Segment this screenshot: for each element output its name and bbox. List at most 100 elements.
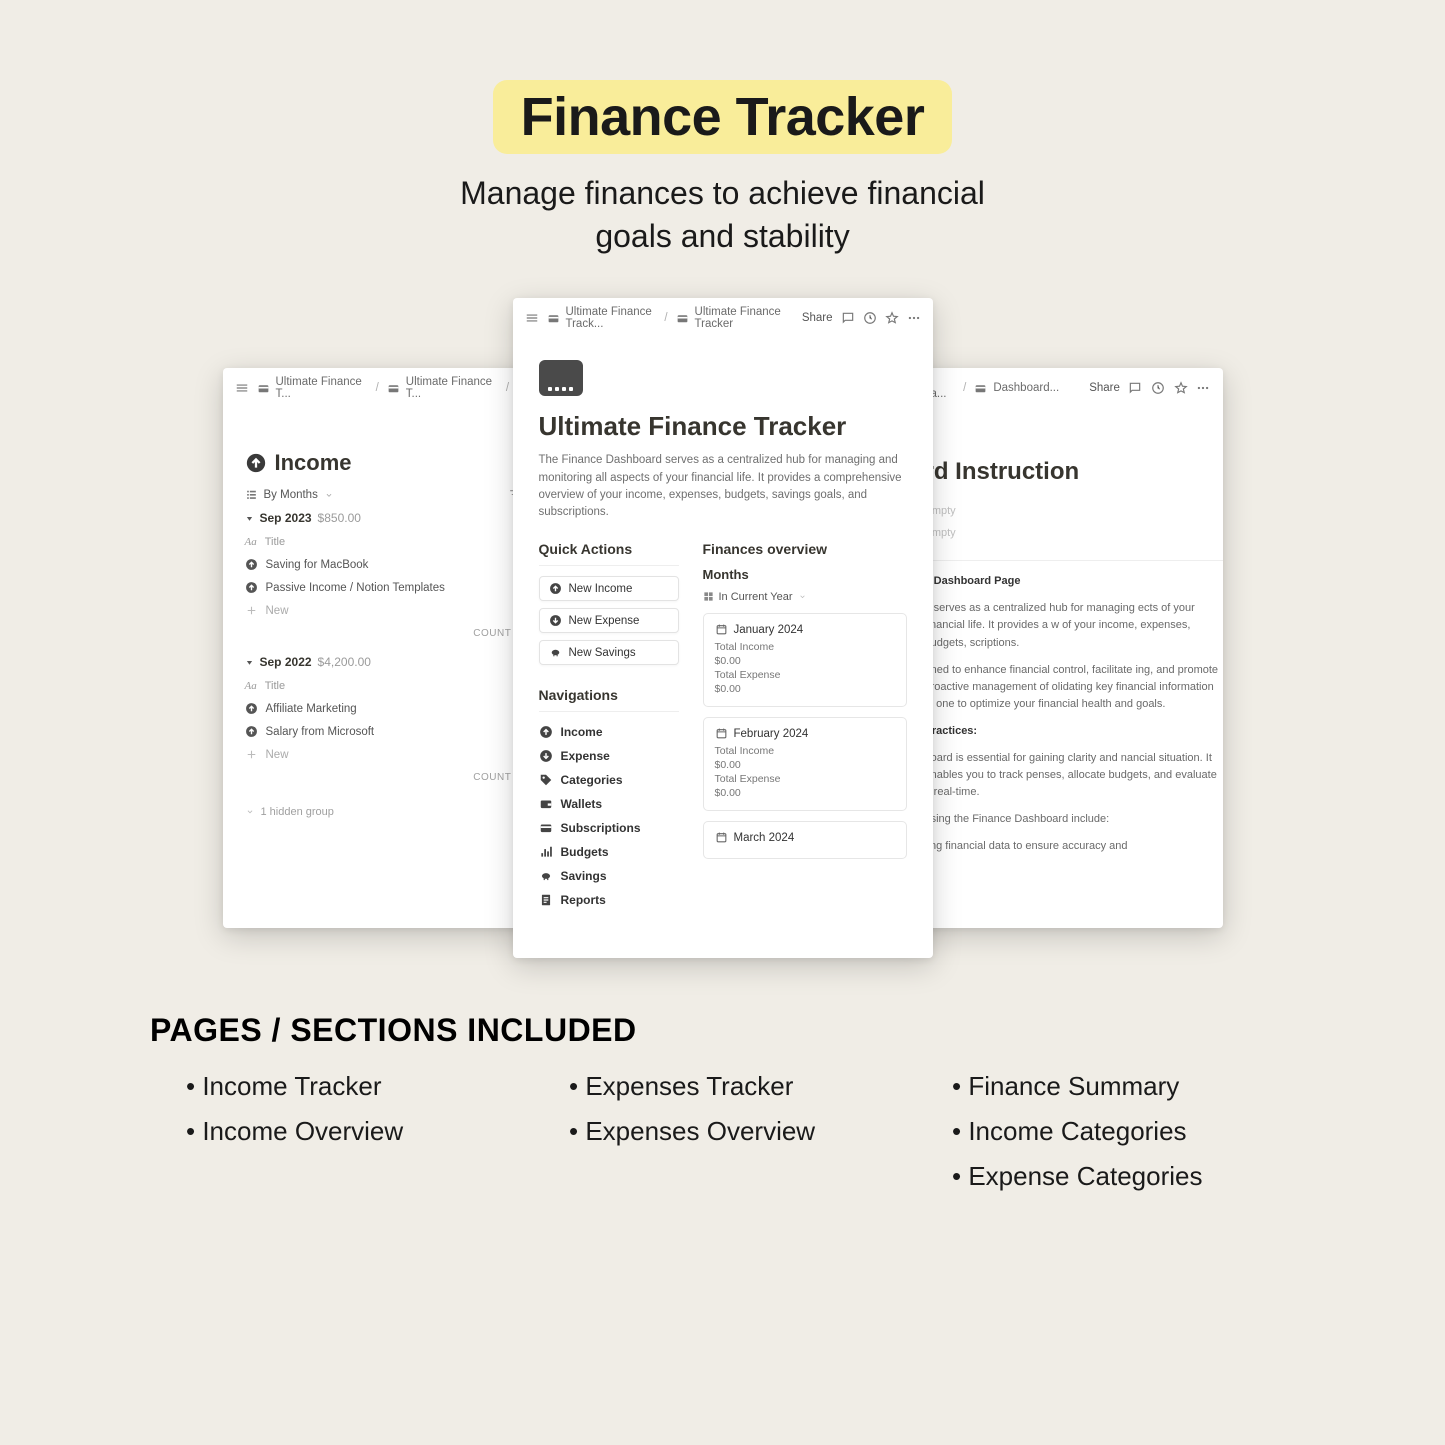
months-heading: Months xyxy=(703,567,907,582)
list-item[interactable]: Affiliate Marketing xyxy=(245,697,521,720)
page-description: The Finance Dashboard serves as a centra… xyxy=(539,452,907,521)
wallet-icon xyxy=(539,797,553,811)
nav-item[interactable]: Subscriptions xyxy=(539,816,679,840)
breadcrumb[interactable]: Ultimate Finance Track... xyxy=(547,306,657,330)
list-item[interactable]: Passive Income / Notion Templates xyxy=(245,576,521,599)
topbar: Ultimate Finance Track... / Ultimate Fin… xyxy=(513,298,933,338)
months-view-selector[interactable]: In Current Year xyxy=(703,590,907,603)
up-icon xyxy=(245,581,258,594)
footer-col: Income Tracker Income Overview xyxy=(186,1071,529,1206)
body-text: gned to enhance financial control, facil… xyxy=(925,662,1223,713)
quick-action-button[interactable]: New Income xyxy=(539,576,679,601)
breadcrumb[interactable]: Ultimate Finance T... xyxy=(257,376,368,400)
section-heading: e Dashboard Page xyxy=(925,573,1223,590)
new-row[interactable]: New xyxy=(245,599,521,622)
up-icon xyxy=(539,725,553,739)
card-dashboard: Ultimate Finance Track... / Ultimate Fin… xyxy=(513,298,933,958)
footer-item: Finance Summary xyxy=(952,1071,1295,1102)
page-title: Ultimate Finance Tracker xyxy=(539,412,907,442)
body-text: ting financial data to ensure accuracy a… xyxy=(925,838,1223,855)
pig-icon xyxy=(549,646,562,659)
share-button[interactable]: Share xyxy=(802,312,833,324)
month-card[interactable]: March 2024 xyxy=(703,821,907,859)
body-text: using the Finance Dashboard include: xyxy=(925,811,1223,828)
topbar: e Fina... / Dashboard... Share xyxy=(903,368,1223,408)
nav-item[interactable]: Reports xyxy=(539,888,679,912)
card-icon xyxy=(539,821,553,835)
star-icon[interactable] xyxy=(1173,381,1188,396)
month-card[interactable]: January 2024Total Income$0.00Total Expen… xyxy=(703,613,907,707)
view-selector[interactable]: By Months xyxy=(245,488,521,501)
chevron-down-icon xyxy=(245,805,255,818)
triangle-down-icon xyxy=(245,656,254,669)
menu-icon[interactable] xyxy=(235,381,249,396)
budget-icon xyxy=(539,845,553,859)
nav-item[interactable]: Budgets xyxy=(539,840,679,864)
breadcrumb[interactable]: Ultimate Finance Tracker xyxy=(676,306,786,330)
chevron-down-icon xyxy=(798,592,807,601)
hero: Finance Tracker Manage finances to achie… xyxy=(0,0,1445,258)
nav-item[interactable]: Wallets xyxy=(539,792,679,816)
quick-action-button[interactable]: New Savings xyxy=(539,640,679,665)
section-heading: Practices: xyxy=(925,723,1223,740)
plus-icon xyxy=(245,604,258,617)
calendar-icon xyxy=(715,623,728,636)
new-row[interactable]: New xyxy=(245,743,521,766)
list-icon xyxy=(245,488,258,501)
chevron-down-icon xyxy=(324,490,334,500)
hidden-groups[interactable]: 1 hidden group xyxy=(245,789,521,818)
nav-item[interactable]: Expense xyxy=(539,744,679,768)
more-icon[interactable] xyxy=(1196,381,1211,396)
card-income: Ultimate Finance T... / Ultimate Finance… xyxy=(223,368,543,928)
share-button[interactable]: Share xyxy=(1089,382,1120,394)
down-icon xyxy=(539,749,553,763)
breadcrumb[interactable]: Dashboard... xyxy=(974,382,1059,395)
up-icon xyxy=(245,452,267,474)
month-card[interactable]: February 2024Total Income$0.00Total Expe… xyxy=(703,717,907,811)
page-title: Income xyxy=(245,450,521,476)
quick-action-button[interactable]: New Expense xyxy=(539,608,679,633)
count-label: COUNT 2 xyxy=(245,622,521,645)
footer-item: Income Categories xyxy=(952,1116,1295,1147)
calendar-icon xyxy=(715,727,728,740)
group-header[interactable]: Sep 2022 $4,200.00 xyxy=(245,655,521,669)
nav-item[interactable]: Income xyxy=(539,720,679,744)
history-icon[interactable] xyxy=(863,311,877,326)
nav-item[interactable]: Savings xyxy=(539,864,679,888)
footer-item: Expenses Overview xyxy=(569,1116,912,1147)
breadcrumb[interactable]: Ultimate Finance T... xyxy=(387,376,498,400)
history-icon[interactable] xyxy=(1151,381,1166,396)
empty-field[interactable]: Empty xyxy=(925,522,1223,544)
body-text: d serves as a centralized hub for managi… xyxy=(925,600,1223,651)
list-item[interactable]: Saving for MacBook xyxy=(245,553,521,576)
column-header: AaTitle# xyxy=(245,531,521,553)
empty-field[interactable]: Empty xyxy=(925,500,1223,522)
page-icon xyxy=(539,360,583,396)
nav-heading: Navigations xyxy=(539,687,679,703)
star-icon[interactable] xyxy=(885,311,899,326)
up-icon xyxy=(549,582,562,595)
more-icon[interactable] xyxy=(907,311,921,326)
page-title: rd Instruction xyxy=(925,458,1223,486)
footer-item: Expense Categories xyxy=(952,1161,1295,1192)
comments-icon[interactable] xyxy=(1128,381,1143,396)
pig-icon xyxy=(539,869,553,883)
triangle-down-icon xyxy=(245,512,254,525)
footer-item: Income Overview xyxy=(186,1116,529,1147)
footer-item: Income Tracker xyxy=(186,1071,529,1102)
footer-item: Expenses Tracker xyxy=(569,1071,912,1102)
up-icon xyxy=(245,702,258,715)
list-item[interactable]: Salary from Microsoft xyxy=(245,720,521,743)
footer-col: Expenses Tracker Expenses Overview xyxy=(569,1071,912,1206)
column-header: AaTitle# xyxy=(245,675,521,697)
nav-item[interactable]: Categories xyxy=(539,768,679,792)
group-header[interactable]: Sep 2023 $850.00 xyxy=(245,511,521,525)
overview-heading: Finances overview xyxy=(703,541,907,557)
footer-col: Finance Summary Income Categories Expense … xyxy=(952,1071,1295,1206)
calendar-icon xyxy=(715,831,728,844)
count-label: COUNT 2 xyxy=(245,766,521,789)
comments-icon[interactable] xyxy=(841,311,855,326)
report-icon xyxy=(539,893,553,907)
menu-icon[interactable] xyxy=(525,311,539,326)
body-text: board is essential for gaining clarity a… xyxy=(925,750,1223,801)
